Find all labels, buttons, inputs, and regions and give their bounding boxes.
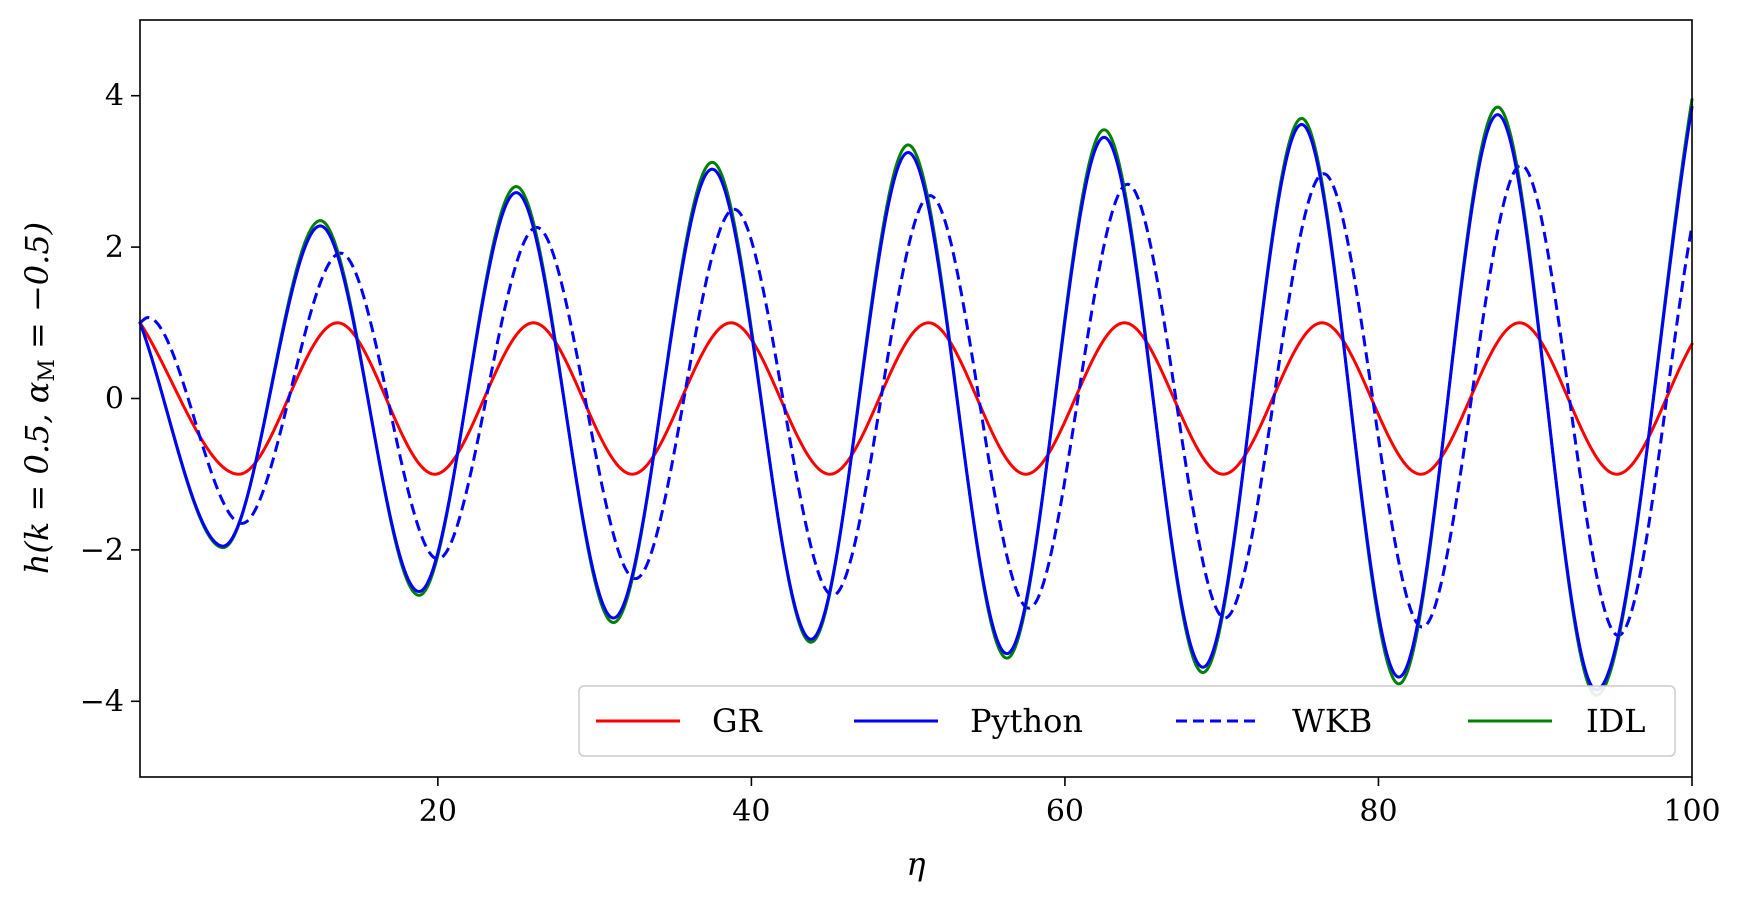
y-tick-label: −4 xyxy=(80,684,124,719)
legend: GR Python WKB IDL xyxy=(578,685,1676,757)
y-tick-label: −2 xyxy=(80,533,124,568)
y-axis: −4 −2 0 2 4 xyxy=(80,79,140,719)
series-line-gr xyxy=(138,321,1694,476)
x-tick-label: 80 xyxy=(1359,794,1397,829)
legend-box xyxy=(578,685,1676,757)
x-tick-label: 20 xyxy=(419,794,457,829)
x-tick-label: 40 xyxy=(732,794,770,829)
x-tick-label: 100 xyxy=(1663,794,1720,829)
x-tick-label: 60 xyxy=(1046,794,1084,829)
y-axis-title-main: h(k = 0.5, α xyxy=(18,382,56,574)
legend-label-idl: IDL xyxy=(1586,702,1646,740)
y-tick-label: 0 xyxy=(105,382,124,417)
y-tick-label: 2 xyxy=(105,230,124,265)
series-line-idl xyxy=(138,97,1694,697)
x-axis-title: η xyxy=(906,845,925,883)
legend-label-gr: GR xyxy=(712,702,763,740)
series-line-python xyxy=(138,105,1694,692)
y-axis-title: h(k = 0.5, αM = −0.5) xyxy=(18,222,60,574)
y-axis-title-rest: = −0.5) xyxy=(18,222,56,359)
legend-label-python: Python xyxy=(970,702,1083,740)
y-axis-title-sub: M xyxy=(35,359,60,382)
y-tick-label: 4 xyxy=(105,79,124,114)
plot-frame xyxy=(139,19,1693,778)
series-lines xyxy=(138,97,1694,697)
legend-label-wkb: WKB xyxy=(1292,702,1372,740)
series-line-wkb xyxy=(139,163,1694,637)
x-axis: 20 40 60 80 100 xyxy=(419,777,1721,829)
